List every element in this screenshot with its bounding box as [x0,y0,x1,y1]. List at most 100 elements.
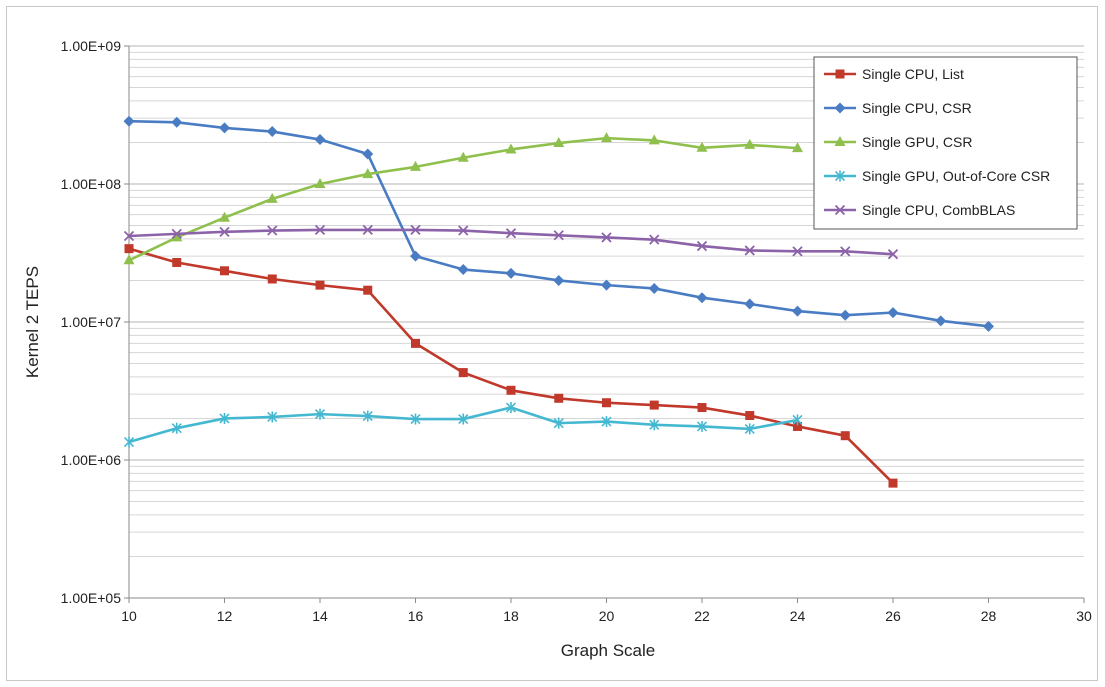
data-point-diamond [123,115,135,127]
data-point-star [834,170,846,182]
legend-item-4: Single CPU, CombBLAS [824,202,1015,218]
marker-stroke [171,228,182,240]
data-point-square [172,257,182,267]
data-point-star [553,417,564,429]
legend-label: Single GPU, CSR [862,134,972,150]
data-point-diamond [834,102,846,114]
data-point-x [505,228,517,239]
data-point-square [363,285,373,295]
data-point-diamond [648,282,660,294]
data-point-x [458,225,469,236]
data-point-x [123,230,135,242]
y-tick-label: 1.00E+09 [61,38,122,54]
marker-stroke [505,228,517,239]
data-point-x [601,232,612,243]
data-point-star [744,423,755,435]
series-0 [124,244,898,488]
legend-item-0: Single CPU, List [824,66,964,82]
data-point-diamond [171,116,183,128]
y-tick-label: 1.00E+05 [61,590,122,606]
x-tick-label: 12 [217,608,233,624]
marker-stroke [744,245,755,256]
data-point-star [696,420,708,432]
marker-stroke [649,234,660,245]
data-point-triangle [410,160,421,171]
marker-stroke [553,230,564,241]
data-point-diamond [983,320,994,332]
data-point-diamond [266,126,278,138]
data-point-diamond [553,274,565,286]
x-tick-label: 30 [1076,608,1092,624]
x-axis-label: Graph Scale [561,641,656,660]
data-point-star [314,408,326,420]
x-tick-label: 28 [981,608,997,624]
data-point-star [219,412,230,424]
data-point-diamond [410,250,421,262]
data-point-diamond [935,315,947,327]
data-point-diamond [457,264,469,276]
data-point-triangle [553,137,565,148]
marker-stroke [792,246,803,257]
data-point-square [745,411,755,421]
y-tick-label: 1.00E+07 [61,314,122,330]
data-point-x [362,224,373,236]
marker-stroke [601,232,612,243]
data-point-star [362,410,373,422]
data-point-star [601,416,612,428]
data-point-star [171,422,182,434]
data-point-star [267,411,278,423]
data-point-diamond [601,279,612,291]
data-point-diamond [839,309,851,321]
data-point-triangle [362,168,374,179]
marker-stroke [458,225,469,236]
x-tick-label: 26 [885,608,901,624]
data-point-triangle [457,151,469,162]
series-1 [123,115,994,332]
data-point-x [314,224,326,236]
legend-label: Single GPU, Out-of-Core CSR [862,168,1050,184]
marker-stroke [410,224,421,236]
series-line [128,406,798,444]
data-point-diamond [744,298,756,310]
data-point-star [505,402,517,414]
data-point-diamond [887,307,899,319]
data-point-star [458,413,469,425]
data-point-star [410,413,421,425]
data-point-star [649,419,660,431]
data-point-x [834,204,846,216]
data-point-x [553,230,564,241]
x-tick-label: 18 [503,608,519,624]
data-point-diamond [362,148,374,160]
data-point-diamond [314,134,326,146]
x-tick-label: 20 [599,608,615,624]
data-point-star [123,436,135,448]
x-tick-label: 22 [694,608,710,624]
data-point-square [697,403,707,413]
data-point-square [411,338,420,348]
data-point-triangle [601,132,612,143]
legend: Single CPU, List Single CPU, CSR Single GP… [813,56,1078,230]
data-point-x [840,246,851,257]
data-point-square [124,244,134,254]
marker-stroke [696,240,708,252]
data-point-square [506,385,516,395]
marker-stroke [267,225,278,236]
series-3 [123,402,803,448]
data-point-square [793,421,802,431]
marker-stroke [314,224,326,236]
data-point-x [649,234,660,245]
data-point-square [840,431,850,441]
data-point-x [744,245,755,256]
data-point-triangle [792,142,803,153]
legend-box [813,56,1078,230]
data-point-triangle [648,134,660,145]
data-point-x [267,225,278,236]
data-point-square [267,274,277,284]
data-point-triangle [834,136,846,146]
data-point-triangle [171,231,183,242]
data-point-diamond [792,305,803,317]
y-tick-label: 1.00E+06 [61,452,122,468]
data-point-x [792,246,803,257]
marker-stroke [834,204,846,216]
